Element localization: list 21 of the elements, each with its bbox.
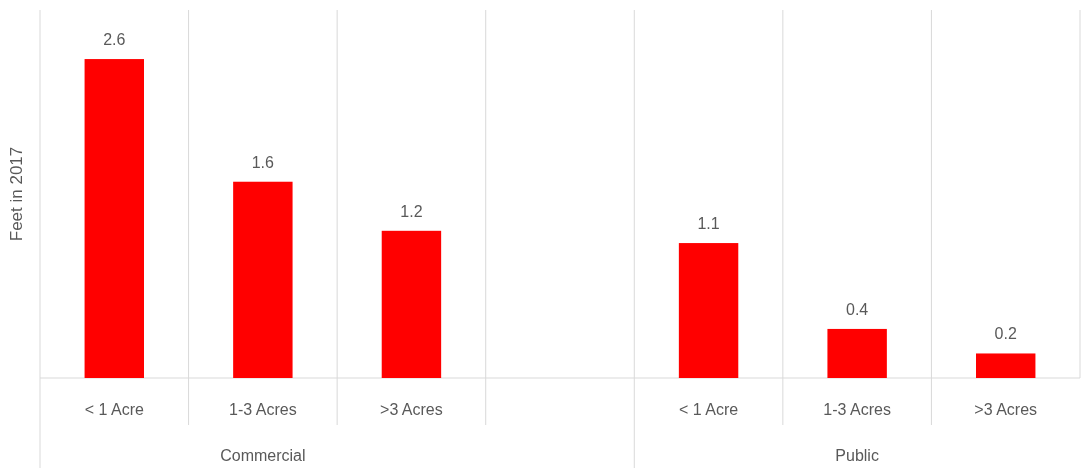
data-label: 1.1	[697, 215, 720, 233]
x-tick-label: >3 Acres	[974, 401, 1038, 418]
text: Public	[835, 447, 879, 464]
x-tick-label: 1-3 Acres	[823, 401, 891, 418]
data-label: 0.4	[846, 300, 869, 318]
x-tick-label: >3 Acres	[380, 401, 443, 418]
x-tick-label: < 1 Acre	[84, 401, 144, 418]
data-label: 1.6	[251, 153, 275, 171]
data-label: 1.2	[400, 202, 423, 220]
x-tick-label: < 1 Acre	[678, 401, 739, 418]
bar	[827, 328, 887, 378]
bar	[233, 181, 293, 378]
bar	[678, 243, 739, 378]
data-label: 2.6	[103, 31, 126, 49]
bar	[381, 230, 442, 378]
x-tick-label: 1-3 Acres	[229, 401, 297, 418]
y-axis-title: Feet in 2017	[7, 146, 26, 242]
data-label: 0.2	[994, 325, 1017, 343]
bar	[84, 59, 144, 378]
text: Commercial	[220, 447, 306, 464]
bar	[976, 353, 1036, 378]
